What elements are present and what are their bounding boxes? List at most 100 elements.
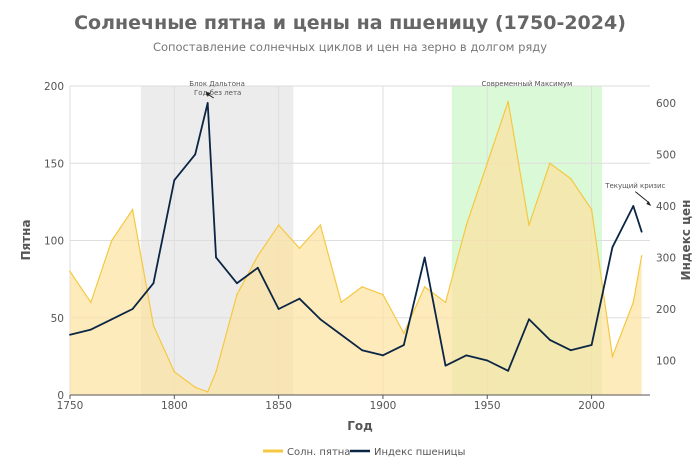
sunspot-point (340, 301, 343, 304)
wheat-index-point (402, 344, 405, 346)
sunspot-point (423, 286, 426, 288)
sunspot-point (507, 100, 509, 103)
y-right-tick-label-3: 300 (656, 252, 676, 264)
wheat-index-point (611, 246, 614, 249)
wheat-index-point (194, 153, 197, 156)
sunspot-line (69, 101, 643, 393)
wheat-index-point (465, 354, 468, 357)
sunspot-point (382, 293, 384, 296)
y-left-axis-title: Пятна (19, 219, 33, 260)
wheat-index-point (152, 282, 155, 285)
x-tick-label-6: 2000 (578, 400, 605, 412)
sunspot-point (465, 224, 468, 226)
y-left-tick-label-1: 0 (57, 390, 64, 402)
annotations: Блок Дальтона Современный Максимум Год без… (189, 80, 666, 206)
annotation-arrowhead-2 (646, 200, 652, 206)
y-right-tick-label-1: 100 (656, 355, 676, 367)
wheat-index-point (206, 102, 209, 104)
sunspot-point (403, 332, 405, 335)
sunspot-point (131, 208, 134, 211)
y-left-tick-label-2: 50 (51, 313, 64, 325)
wheat-index-point (110, 318, 113, 321)
wheat-index-point (319, 318, 322, 321)
x-axis-title: Год (347, 419, 373, 433)
chart-title: Солнечные пятна и цены на пшеницу (1750-… (74, 12, 626, 34)
legend-label-sunspots: Солн. пятна (287, 447, 350, 458)
shaded-region-label-2: Современный Максимум (482, 80, 573, 88)
wheat-index-point (215, 256, 217, 259)
sunspot-point (528, 224, 530, 226)
sunspot-point (206, 391, 209, 393)
sunspot-point (632, 301, 635, 304)
wheat-index-point (382, 354, 384, 357)
wheat-index-point (423, 256, 426, 259)
y-left-tick-label-4: 150 (44, 158, 64, 170)
sunspot-point (236, 293, 238, 296)
legend-label-wheat: Индекс пшеницы (374, 447, 465, 458)
sunspot-point (152, 324, 155, 327)
y-right-tick-label-5: 500 (656, 149, 676, 161)
sunspot-area (70, 101, 642, 395)
y-right-tick-label-4: 400 (656, 201, 676, 213)
wheat-index-point (131, 308, 134, 310)
sunspot-point (590, 208, 593, 211)
wheat-index-point (236, 282, 238, 285)
sunspot-point (173, 371, 176, 373)
shaded-region-label-1: Блок Дальтона (189, 80, 245, 88)
wheat-index-point (528, 318, 530, 321)
sunspot-point (640, 255, 643, 257)
axes (69, 394, 650, 399)
sunspot-point (110, 239, 113, 242)
wheat-index-point (277, 308, 280, 310)
wheat-index-point (548, 338, 551, 341)
wheat-index-point (486, 359, 489, 362)
annotation-year-without-summer: Год без лета (194, 89, 241, 97)
x-tick-label-4: 1900 (370, 400, 397, 412)
tick-labels: 1750 1800 1850 1900 1950 2000 0 50 100 150 200 100 2… (44, 81, 676, 412)
sunspot-point (90, 301, 92, 304)
sunspot-point (319, 224, 322, 226)
wheat-index-point (89, 328, 92, 331)
annotation-arrow-1 (208, 94, 214, 99)
wheat-index-point (569, 349, 572, 352)
chart-subtitle: Сопоставление солнечных циклов и цен на … (153, 40, 547, 54)
x-tick-label-5: 1950 (474, 400, 501, 412)
wheat-index-point (507, 369, 510, 372)
wheat-index-point (69, 333, 71, 336)
series-lines-layer (69, 102, 643, 372)
legend: Солн. пятна Индекс пшеницы (263, 447, 465, 458)
wheat-index-point (632, 205, 635, 207)
sunspot-point (444, 301, 447, 304)
y-right-axis-title: Индекс цен (679, 200, 693, 281)
sunspot-area-layer (69, 100, 643, 395)
wheat-index-point (256, 266, 259, 269)
wheat-index-point (173, 179, 176, 182)
sunspot-point (361, 286, 363, 288)
wheat-index-point (340, 333, 343, 336)
sunspot-point (549, 162, 551, 165)
wheat-index-point (361, 349, 363, 352)
wheat-index-point (640, 230, 643, 233)
sunspot-point (215, 371, 217, 373)
sunspot-point (194, 386, 196, 389)
annotation-current-crisis: Текущий кризис (604, 182, 665, 190)
x-tick-label-1: 1750 (57, 400, 84, 412)
sunspot-point (569, 177, 572, 180)
sunspot-point (298, 247, 301, 250)
sunspot-point (611, 355, 614, 358)
annotation-arrow-2 (634, 191, 650, 204)
wheat-index-point (590, 344, 593, 346)
sunspot-point (256, 255, 259, 257)
y-left-tick-label-5: 200 (44, 81, 64, 93)
x-tick-label-3: 1850 (265, 400, 292, 412)
annotation-arrowhead-1 (205, 91, 211, 97)
y-right-tick-label-6: 600 (656, 98, 676, 110)
sunspot-point (486, 162, 489, 165)
wheat-index-line (69, 102, 643, 372)
x-tick-label-2: 1800 (161, 400, 188, 412)
y-left-tick-label-3: 100 (44, 236, 64, 248)
wheat-index-point (298, 297, 301, 300)
sunspot-point (69, 270, 71, 273)
sunspot-point (277, 224, 280, 226)
